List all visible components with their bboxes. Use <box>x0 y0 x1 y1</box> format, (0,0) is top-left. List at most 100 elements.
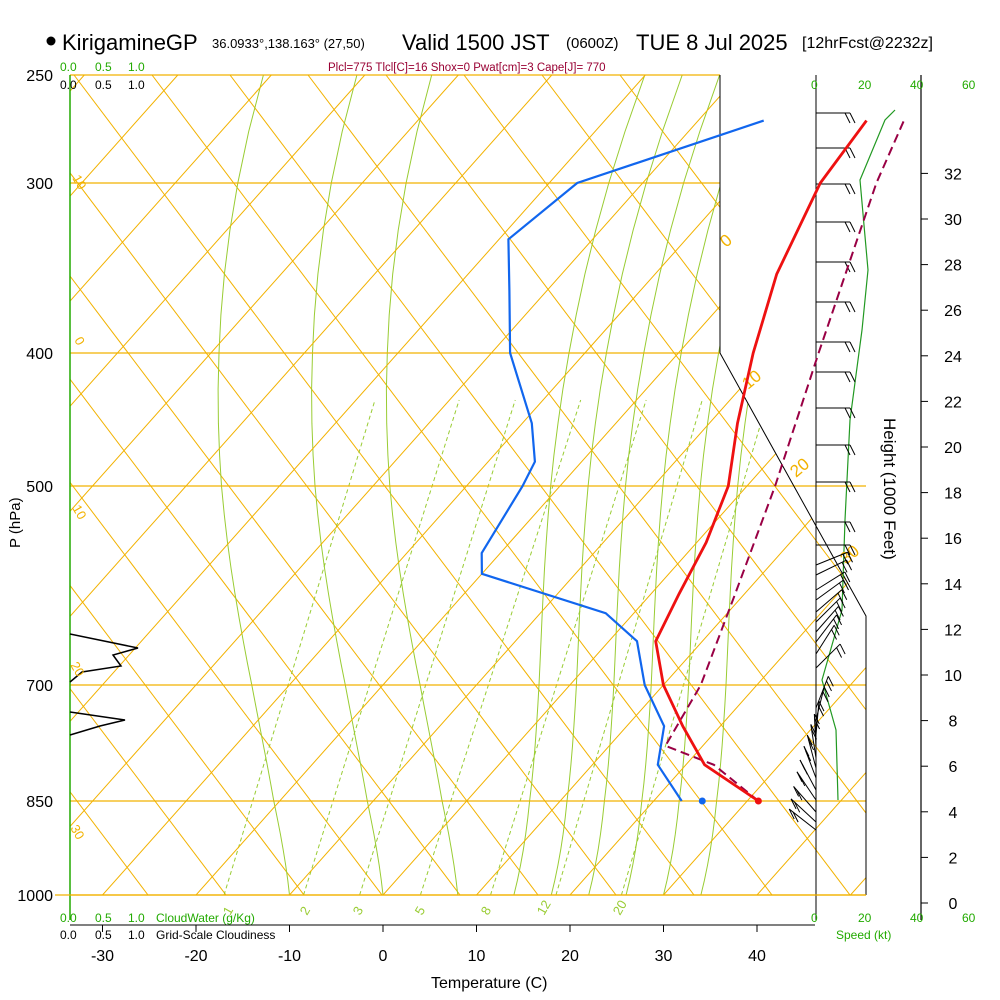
dry-adiabat-line <box>229 75 851 895</box>
isotherm-line <box>102 75 833 895</box>
isotherm-label: 30 <box>67 822 87 842</box>
height-tick-label: 12 <box>944 622 962 639</box>
cloudiness-tick-top-1: 0.5 <box>95 78 112 92</box>
height-tick-label: 26 <box>944 303 962 320</box>
temperature-tick-label: 30 <box>655 948 673 965</box>
dry-adiabat-line <box>70 75 227 895</box>
wind-barb-feather <box>810 724 817 735</box>
wind-barb-feather <box>849 147 856 159</box>
wind-barb-feather <box>823 686 830 698</box>
pressure-tick-label: 500 <box>26 479 53 496</box>
height-tick-label: 32 <box>944 166 962 183</box>
speed-tick-top-2: 40 <box>910 78 924 92</box>
isotherm-label: 10 <box>69 172 89 192</box>
wind-barb-feather <box>844 481 851 493</box>
height-axis-label: Height (1000 Feet) <box>880 418 899 560</box>
mixing-ratio-line <box>419 399 582 895</box>
wind-barb-feather <box>844 571 851 583</box>
valid-date: TUE 8 Jul 2025 <box>636 30 788 55</box>
pressure-tick-label: 700 <box>26 678 53 695</box>
wind-barb-feather <box>833 618 839 630</box>
wind-barb-feather <box>844 544 851 556</box>
moist-adiabat-line <box>588 75 721 895</box>
wind-barb-feather <box>849 544 856 556</box>
wind-barb-feather <box>846 559 853 571</box>
cloudiness-tick-bottom-2: 1.0 <box>128 928 145 942</box>
wind-barb-feather <box>833 625 840 636</box>
parcel-path <box>663 120 905 802</box>
isotherm-line <box>382 75 866 895</box>
pressure-tick-label: 400 <box>26 346 53 363</box>
wind-barb-feather <box>849 301 856 313</box>
wind-barb-feather <box>844 183 851 195</box>
speed-tick-bottom-3: 60 <box>962 911 976 925</box>
isotherm-line <box>70 75 272 895</box>
wind-barb-feather <box>805 750 812 762</box>
wind-barb-staff <box>815 606 839 633</box>
wind-barb-staff <box>815 551 848 566</box>
cloud-tick-bottom-2: 1.0 <box>128 911 145 925</box>
height-tick-label: 14 <box>944 577 962 594</box>
wind-barb-staff <box>815 571 846 591</box>
pressure-axis: 250 300 400 500 700 850 1000 <box>17 68 53 905</box>
forecast-info: [12hrFcst@2232z] <box>802 35 933 52</box>
site-coords: 36.0933°,138.163° (27,50) <box>212 36 365 51</box>
height-tick-label: 20 <box>944 440 962 457</box>
wind-barb-feather <box>818 705 824 717</box>
wind-barb-feather <box>827 676 834 687</box>
site-name: KirigamineGP <box>62 30 198 55</box>
wind-barb-feather <box>803 745 810 757</box>
mixing-ratio-label: 12 <box>534 897 554 917</box>
cloud-tick-bottom-0: 0.0 <box>60 911 77 925</box>
height-tick-label: 30 <box>944 212 962 229</box>
wind-barb-staff <box>815 559 847 576</box>
temperature-tick-label: -30 <box>91 948 114 965</box>
wind-barb-feather <box>826 680 832 692</box>
pressure-tick-label: 1000 <box>17 888 53 905</box>
moist-adiabat-line <box>385 75 459 895</box>
sounding-profiles <box>480 119 905 805</box>
wind-barb-feather <box>841 562 848 573</box>
cloudiness-tick-top-0: 0.0 <box>60 78 77 92</box>
wind-barb-staff <box>815 579 844 601</box>
wind-barb-feather <box>837 606 844 617</box>
temperature-tick-label: -10 <box>278 948 301 965</box>
moist-adiabat-line <box>513 75 646 895</box>
dry-adiabat-line <box>70 75 461 895</box>
wind-barb-feather <box>841 589 848 601</box>
mixing-ratio-line <box>620 399 769 895</box>
cloudiness-label: Grid-Scale Cloudiness <box>156 928 275 942</box>
surface-temperature-marker <box>754 797 762 805</box>
mixing-ratio-label: 20 <box>610 897 630 917</box>
wind-barb-feather <box>849 481 856 493</box>
temperature-tick-label: 20 <box>561 948 579 965</box>
cloud-tick-bottom-1: 0.5 <box>95 911 112 925</box>
speed-tick-top-1: 20 <box>858 78 872 92</box>
cloud-axis-top: 0.0 0.5 1.0 0.0 0.5 1.0 <box>60 60 145 92</box>
temperature-profile <box>654 119 868 803</box>
cloud-water-label: CloudWater (g/Kg) <box>156 911 255 925</box>
height-tick-label: 22 <box>944 394 962 411</box>
wind-barb-feather <box>842 553 849 565</box>
isotherm-line <box>569 75 866 895</box>
wind-barb-feather <box>839 582 845 594</box>
wind-barb-feather <box>844 407 851 419</box>
height-tick-label: 4 <box>949 805 958 822</box>
wind-barb-feather <box>836 647 843 658</box>
isotherm-line <box>70 75 646 895</box>
mixing-ratio-line <box>223 399 376 895</box>
frame-right-lower <box>719 352 867 895</box>
wind-barb-feather <box>843 579 849 591</box>
wind-barb-staff <box>815 625 835 655</box>
speed-tick-bottom-1: 20 <box>858 911 872 925</box>
wind-barb-feather <box>844 112 851 124</box>
cloudiness-tick-bottom-0: 0.0 <box>60 928 77 942</box>
wind-barb-feather <box>847 552 853 563</box>
moist-adiabat-line <box>550 75 683 895</box>
moist-adiabat-line <box>217 75 290 895</box>
valid-time: Valid 1500 JST <box>402 30 550 55</box>
dry-adiabat-line <box>151 75 773 895</box>
wind-barb-feather <box>849 221 856 233</box>
